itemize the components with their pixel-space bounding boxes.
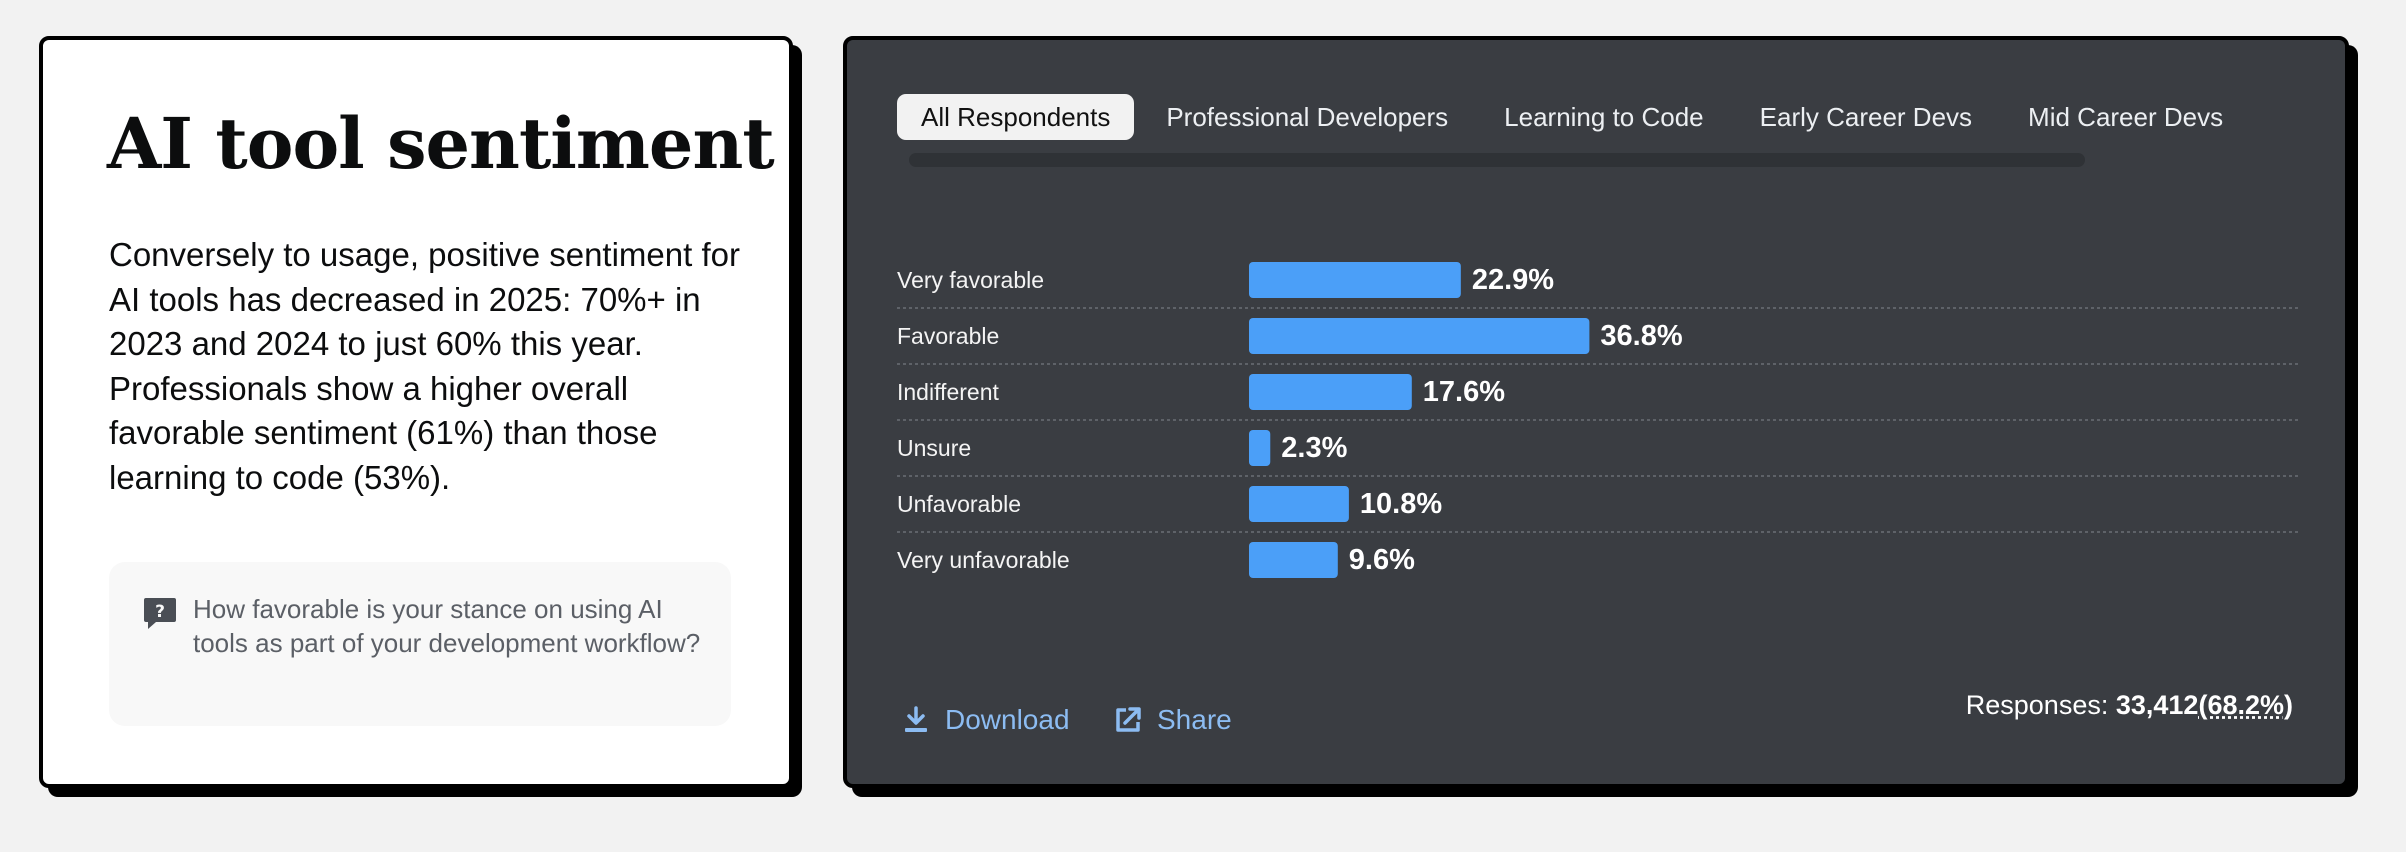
bar[interactable] [1249,430,1271,466]
tab-professional-developers[interactable]: Professional Developers [1166,101,1449,132]
share-label: Share [1157,704,1232,735]
data-label: 9.6% [1349,544,1415,576]
tab-learning-to-code[interactable]: Learning to Code [1504,101,1704,132]
bar[interactable] [1249,318,1590,354]
survey-question-box: ? How favorable is your stance on using … [109,562,731,726]
question-bubble-icon: ? [144,598,176,629]
sentiment-bar-chart: Very favorable 22.9% Favorable 36.8% Indiffe… [897,262,2299,578]
download-button[interactable]: Download [901,700,1070,740]
respondent-tabs: All Respondents Professional Developers … [897,94,2247,140]
survey-question-text: How favorable is your stance on using AI… [193,594,701,658]
responses-summary: Responses: 33,412(68.2%) [1966,690,2293,721]
download-icon [905,706,927,732]
data-label: 17.6% [1423,376,1505,408]
data-label: 22.9% [1472,264,1554,296]
responses-count: 33,412 [2115,690,2199,720]
tabs-scrollbar[interactable] [909,153,2085,167]
category-label: Unsure [897,435,971,461]
card-title: AI tool sentiment [107,102,775,185]
responses-percentage[interactable]: (68.2%) [2198,690,2293,720]
data-label: 10.8% [1360,488,1442,520]
download-label: Download [945,704,1070,735]
chart-card: All Respondents Professional Developers … [843,36,2349,788]
bar[interactable] [1249,542,1338,578]
category-label: Indifferent [897,379,999,405]
bar[interactable] [1249,262,1461,298]
category-label: Favorable [897,323,999,349]
bar[interactable] [1249,486,1349,522]
share-button[interactable]: Share [1113,700,1232,740]
category-label: Unfavorable [897,491,1021,517]
tab-early-career-devs[interactable]: Early Career Devs [1759,101,1973,132]
data-label: 36.8% [1600,320,1682,352]
tab-all-respondents[interactable]: All Respondents [897,94,1135,140]
share-icon [1116,707,1141,732]
category-label: Very favorable [897,267,1044,293]
summary-card: AI tool sentiment Conversely to usage, p… [39,36,793,788]
svg-text:?: ? [155,602,165,622]
card-description: Conversely to usage, positive sentiment … [109,236,740,496]
bar[interactable] [1249,374,1412,410]
category-label: Very unfavorable [897,547,1070,573]
tab-mid-career-devs[interactable]: Mid Career Devs [2028,101,2224,132]
data-label: 2.3% [1281,432,1347,464]
responses-label: Responses: [1965,690,2109,720]
